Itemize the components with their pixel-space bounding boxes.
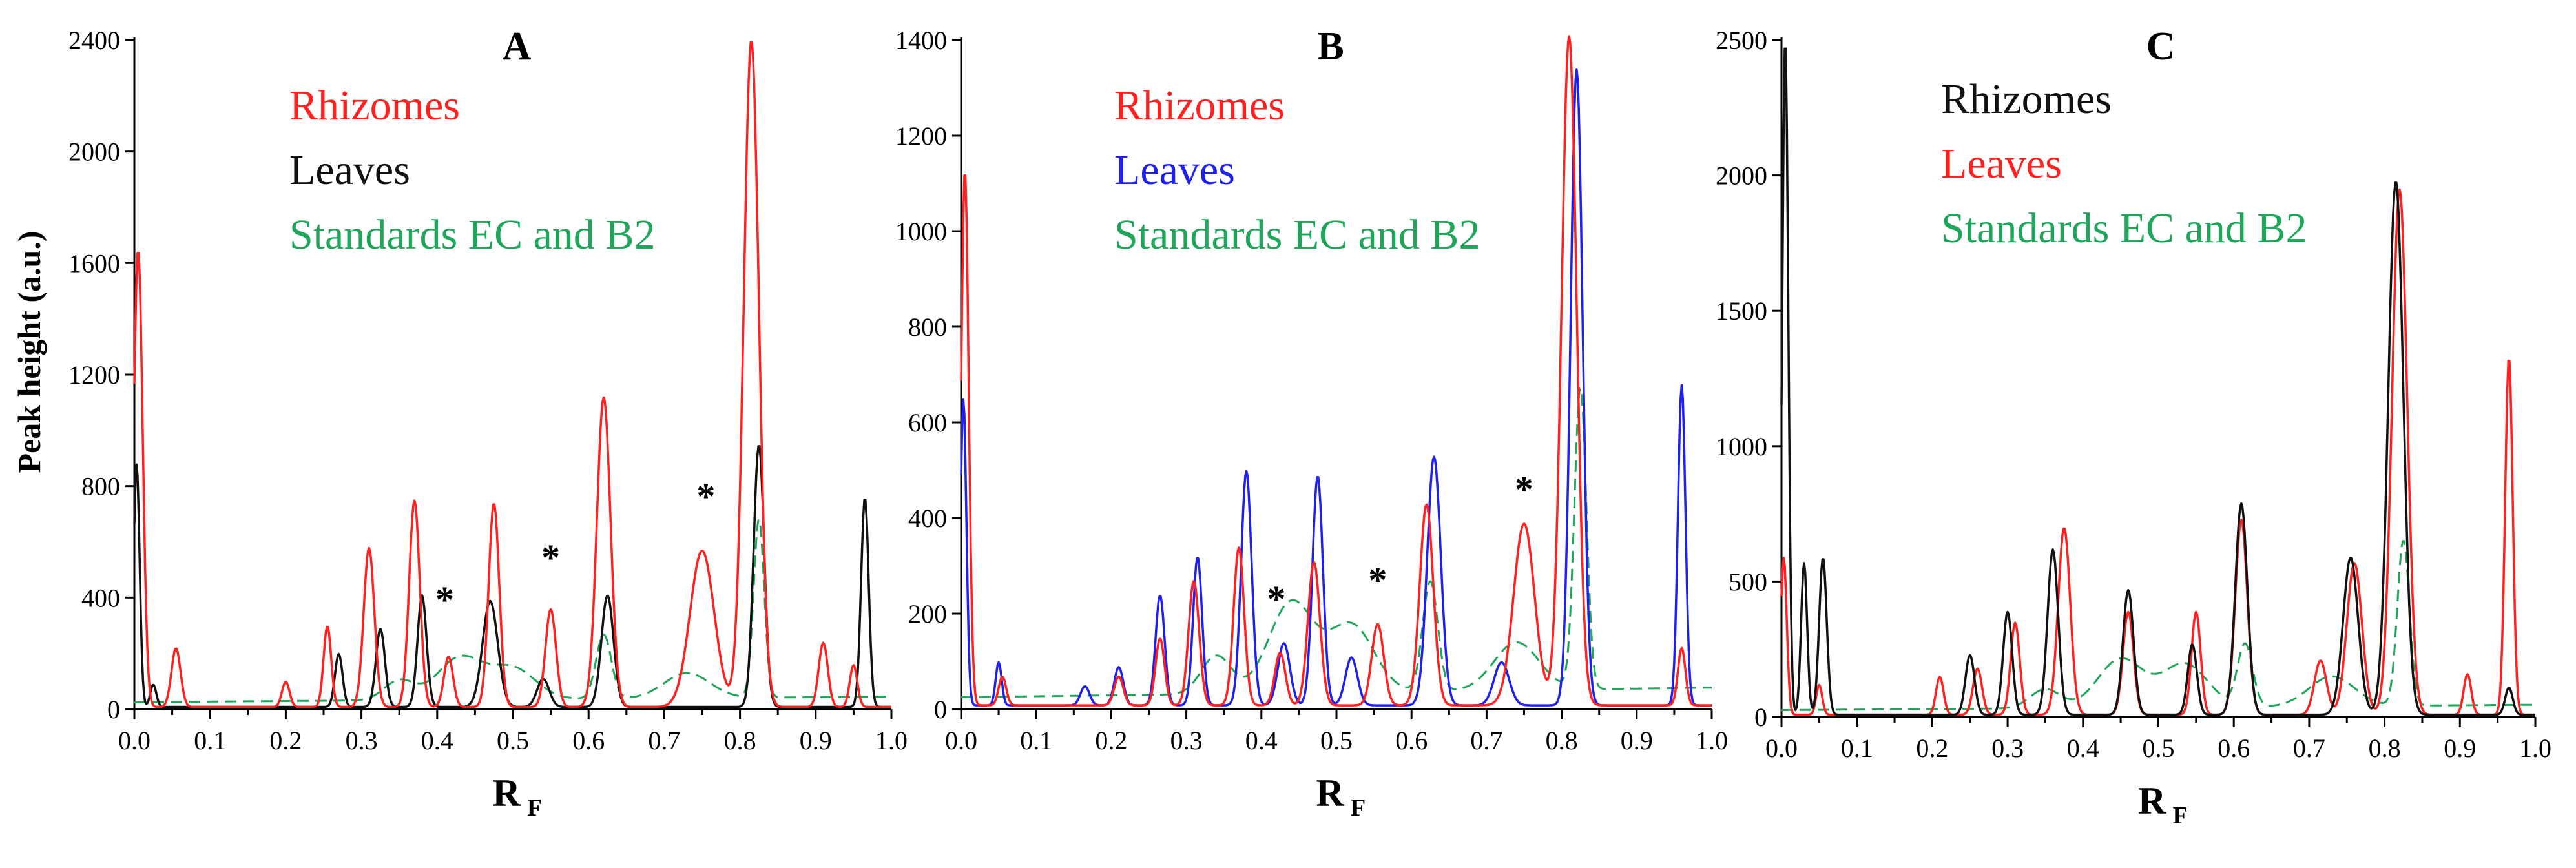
- annotation-asterisk: *: [696, 475, 715, 517]
- y-tick-label: 0: [934, 695, 947, 724]
- x-tick-label: 0.5: [1320, 726, 1353, 755]
- x-tick-label: 0.1: [194, 726, 226, 755]
- x-tick-label: 0.2: [1095, 726, 1127, 755]
- legend-entry-rhizomes: Rhizomes: [1941, 76, 2112, 123]
- legend-entry-rhizomes: Rhizomes: [289, 82, 460, 129]
- x-tick-label: 0.7: [2293, 734, 2325, 763]
- panel-c: 0 500 1000 1500 2000 2500 0.0 0.1 0.2 0.3 0.4 0.5 0.…: [1716, 25, 2551, 829]
- legend-entry-standards-ec-and-b2: Standards EC and B2: [1941, 205, 2307, 252]
- x-tick-label: 0.0: [945, 726, 977, 755]
- y-tick-label: 400: [81, 583, 120, 612]
- x-tick-label: 0.9: [1621, 726, 1653, 755]
- x-tick-label: 0.6: [2218, 734, 2250, 763]
- x-axis-label: R: [1316, 772, 1344, 814]
- legend-entry-leaves: Leaves: [1941, 140, 2062, 187]
- annotation-asterisk: *: [435, 579, 454, 621]
- panel-title: C: [2146, 25, 2176, 68]
- x-tick-label: 0.2: [1916, 734, 1948, 763]
- y-tick-label: 200: [908, 599, 947, 628]
- y-tick-label: 0: [1754, 703, 1767, 732]
- y-tick-label: 2500: [1716, 26, 1767, 55]
- y-tick-label: 1000: [1716, 432, 1767, 461]
- series-line-leaves: [133, 445, 892, 708]
- x-tick-label: 0.5: [2143, 734, 2175, 763]
- y-tick-label: 1200: [895, 121, 947, 150]
- y-tick-label: 1200: [68, 360, 120, 389]
- panel-title: A: [503, 25, 532, 68]
- x-tick-label: 0.6: [572, 726, 605, 755]
- series-line-leaves: [1780, 188, 2536, 716]
- y-tick-label: 2400: [68, 26, 120, 55]
- y-tick-label: 800: [908, 313, 947, 342]
- y-tick-label: 800: [81, 472, 120, 501]
- x-axis-label-subscript: F: [527, 794, 542, 822]
- x-tick-label: 0.2: [269, 726, 302, 755]
- series-line-rhizomes: [133, 41, 892, 708]
- panel-title: B: [1317, 25, 1344, 68]
- y-tick-label: 400: [908, 504, 947, 533]
- annotation-asterisk: *: [541, 537, 560, 579]
- y-tick-label: 500: [1729, 567, 1767, 596]
- x-tick-label: 0.9: [2444, 734, 2476, 763]
- y-tick-label: 600: [908, 408, 947, 437]
- x-axis-label: R: [2138, 780, 2166, 822]
- legend-entry-standards-ec-and-b2: Standards EC and B2: [289, 211, 655, 258]
- legend-entry-rhizomes: Rhizomes: [1114, 82, 1285, 129]
- x-tick-label: 0.8: [724, 726, 756, 755]
- x-tick-label: 0.4: [1245, 726, 1278, 755]
- series-line-rhizomes: [1780, 47, 2536, 716]
- y-tick-label: 1500: [1716, 296, 1767, 326]
- x-tick-label: 0.3: [346, 726, 378, 755]
- x-tick-label: 1.0: [875, 726, 908, 755]
- series-line-standards-ec-and-b2: [134, 519, 891, 703]
- series-line-standards-ec-and-b2: [1781, 540, 2535, 711]
- x-axis-label: R: [492, 772, 521, 814]
- x-axis-label-subscript: F: [2173, 802, 2188, 829]
- x-tick-label: 0.5: [497, 726, 529, 755]
- x-tick-label: 1.0: [1696, 726, 1728, 755]
- x-tick-label: 1.0: [2519, 734, 2551, 763]
- x-tick-label: 0.3: [1170, 726, 1203, 755]
- y-tick-label: 2000: [1716, 161, 1767, 191]
- y-tick-label: 1000: [895, 217, 947, 246]
- y-tick-label: 1600: [68, 249, 120, 278]
- x-tick-label: 0.4: [2067, 734, 2099, 763]
- x-tick-label: 0.3: [1991, 734, 2024, 763]
- x-tick-label: 0.9: [800, 726, 832, 755]
- x-tick-label: 0.6: [1395, 726, 1428, 755]
- legend-entry-standards-ec-and-b2: Standards EC and B2: [1114, 211, 1480, 258]
- x-tick-label: 0.1: [1020, 726, 1052, 755]
- annotation-asterisk: *: [1368, 559, 1387, 601]
- annotation-asterisk: *: [1267, 578, 1286, 620]
- legend-entry-leaves: Leaves: [1114, 147, 1235, 194]
- y-tick-label: 1400: [895, 26, 947, 55]
- annotation-asterisk: *: [1515, 468, 1533, 510]
- x-tick-label: 0.8: [2369, 734, 2401, 763]
- x-tick-label: 0.7: [648, 726, 680, 755]
- x-tick-label: 0.0: [1765, 734, 1798, 763]
- series-line-standards-ec-and-b2: [961, 388, 1712, 698]
- x-axis-label-subscript: F: [1351, 794, 1366, 822]
- y-tick-label: 0: [107, 695, 120, 724]
- series-line-leaves: [960, 68, 1712, 707]
- x-tick-label: 0.7: [1470, 726, 1502, 755]
- y-axis-label: Peak height (a.u.): [11, 231, 47, 473]
- x-tick-label: 0.0: [118, 726, 151, 755]
- x-tick-label: 0.4: [421, 726, 453, 755]
- series-line-rhizomes: [960, 35, 1712, 707]
- y-tick-label: 2000: [68, 138, 120, 167]
- x-tick-label: 0.1: [1841, 734, 1873, 763]
- panel-b: 0 200 400 600 800 1000 1200 1400 0.0 0.1 0.2 0.3 0.4…: [895, 25, 1728, 822]
- legend-entry-leaves: Leaves: [289, 147, 410, 194]
- panel-a: 0 400 800 1200 1600 2000 2400 0.0 0.1 0.2 0.3 0.4 0.…: [68, 25, 908, 822]
- x-tick-label: 0.8: [1546, 726, 1578, 755]
